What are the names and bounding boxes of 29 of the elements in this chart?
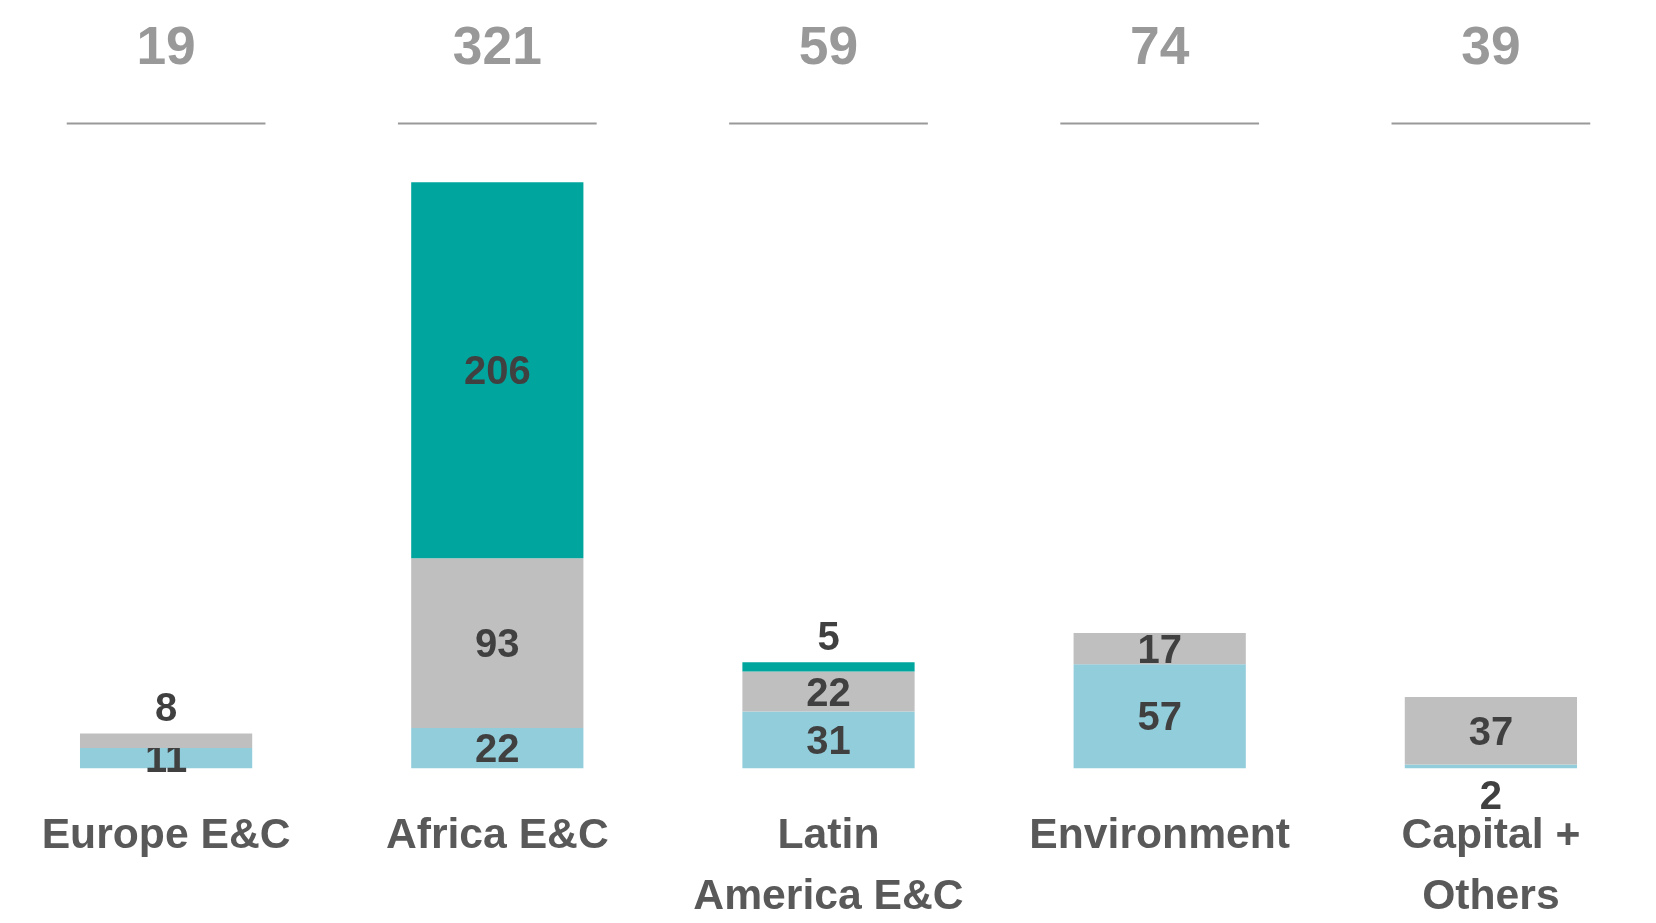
text: 59	[798, 15, 859, 75]
x-tick-label: Africa E&C	[385, 808, 609, 857]
data-label: 22	[806, 669, 851, 714]
data-label: 37	[1468, 708, 1514, 753]
data-label: 206	[463, 348, 531, 393]
bar	[411, 558, 584, 729]
text: 19	[136, 15, 196, 75]
data-label: 5	[817, 613, 840, 658]
text: 321	[452, 15, 542, 75]
data-label: 17	[1137, 626, 1182, 671]
data-label: 8	[154, 685, 178, 730]
text: 39	[1461, 15, 1521, 75]
data-label: 93	[475, 621, 520, 666]
text: 74	[1130, 15, 1190, 75]
x-tick-label: Europe E&C	[41, 808, 291, 857]
bar	[1073, 633, 1246, 665]
bar	[411, 728, 584, 769]
data-label: 22	[475, 726, 520, 771]
bar	[79, 733, 253, 749]
bar	[742, 662, 915, 672]
x-tick-label: Latin America E&C	[693, 808, 964, 919]
bar	[1073, 664, 1246, 769]
data-label: 31	[806, 717, 851, 762]
bar	[742, 711, 915, 769]
x-tick-label: Environment	[1029, 808, 1291, 857]
bar	[742, 671, 915, 712]
data-label: 57	[1137, 694, 1182, 739]
bar	[1404, 697, 1578, 765]
bar	[411, 182, 584, 559]
